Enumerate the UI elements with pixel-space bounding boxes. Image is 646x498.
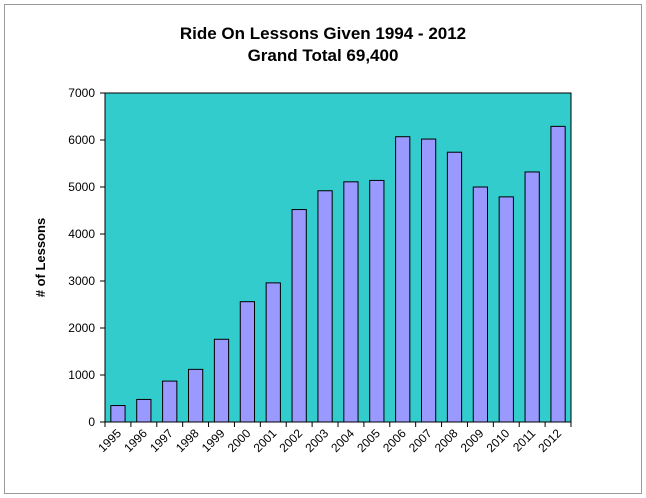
x-tick-label-2006: 2006 — [380, 426, 409, 455]
chart-subtitle: Grand Total 69,400 — [247, 46, 399, 65]
chart-title: Ride On Lessons Given 1994 - 2012 — [179, 24, 467, 43]
bar-2001 — [265, 282, 281, 423]
bar-2009 — [472, 186, 489, 423]
x-tick-label-2011: 2011 — [510, 426, 538, 454]
x-tick-label-2007: 2007 — [406, 426, 435, 455]
bar-2010 — [498, 196, 514, 423]
x-tick-label-1998: 1998 — [173, 426, 202, 455]
x-tick-label-1996: 1996 — [121, 426, 150, 455]
x-tick-label-2000: 2000 — [225, 426, 254, 455]
bar-1995 — [110, 405, 126, 423]
y-tick-label: 5000 — [68, 180, 95, 194]
bar-1998 — [187, 368, 204, 423]
x-tick-label-2003: 2003 — [302, 426, 331, 455]
y-tick-label: 4000 — [68, 227, 95, 241]
bar-2004 — [343, 181, 359, 423]
bar-2006 — [395, 136, 411, 423]
bar-2007 — [420, 138, 437, 423]
plot-area — [104, 92, 572, 423]
x-tick-label-2012: 2012 — [535, 426, 564, 455]
x-tick-label-2004: 2004 — [328, 426, 357, 455]
x-tick-label-1997: 1997 — [147, 426, 176, 455]
x-tick-label-1999: 1999 — [199, 426, 228, 455]
y-tick-label: 1000 — [68, 368, 95, 382]
bar-2003 — [317, 190, 333, 423]
y-axis-label: # of Lessons — [33, 218, 48, 297]
x-tick-label-2008: 2008 — [432, 426, 461, 455]
y-tick-label: 0 — [88, 415, 95, 429]
bar-1997 — [162, 380, 178, 423]
x-tick-label-1995: 1995 — [95, 426, 124, 455]
y-tick-label: 7000 — [68, 86, 95, 100]
bar-2000 — [239, 301, 256, 423]
x-tick-label-2005: 2005 — [354, 426, 383, 455]
x-tick-label-2002: 2002 — [277, 426, 306, 455]
x-tick-label-2010: 2010 — [484, 426, 513, 455]
bar-2002 — [291, 209, 307, 423]
bar-1996 — [136, 398, 152, 423]
x-tick-label-2009: 2009 — [458, 426, 487, 455]
y-tick-label: 2000 — [68, 321, 95, 335]
bar-1999 — [213, 338, 230, 423]
bar-2012 — [550, 125, 566, 423]
bar-2011 — [524, 171, 540, 423]
bar-2008 — [446, 151, 463, 423]
y-tick-label: 6000 — [68, 133, 95, 147]
bar-2005 — [369, 179, 385, 423]
y-tick-label: 3000 — [68, 274, 95, 288]
x-tick-label-2001: 2001 — [251, 426, 280, 455]
